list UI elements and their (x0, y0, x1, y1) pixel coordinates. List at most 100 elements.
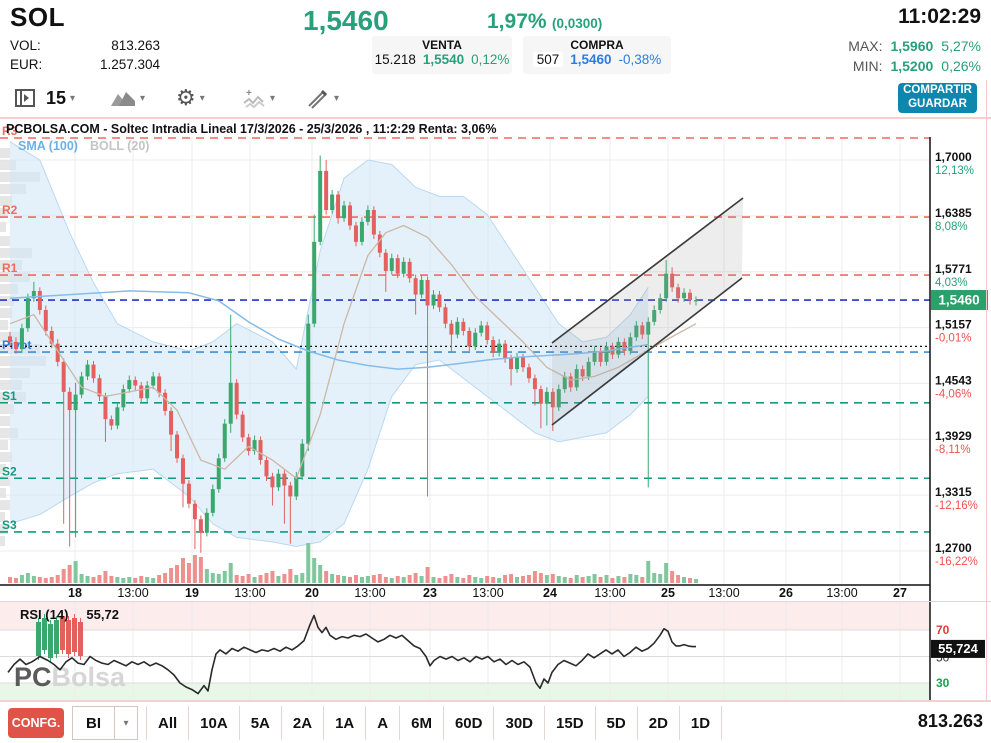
volume-profile-bar (0, 524, 8, 534)
volume-bar (270, 571, 275, 583)
volume-bar (157, 575, 162, 583)
range-button-2d[interactable]: 2D (637, 706, 680, 740)
range-button-10a[interactable]: 10A (189, 706, 240, 740)
config-button[interactable]: CONFG. (8, 708, 64, 738)
volume-bar (192, 555, 197, 583)
range-button-30d[interactable]: 30D (494, 706, 546, 740)
candle-body (574, 369, 579, 388)
time-tick-label: 23 (423, 586, 437, 600)
candle-body (318, 170, 323, 242)
price-tick-label: 1,3315 (935, 485, 972, 499)
svg-text:+: + (246, 88, 252, 99)
candle-body (55, 343, 60, 362)
price-tick-pct: -0,01% (935, 333, 971, 345)
volume-bar (515, 577, 520, 583)
volume-bar (258, 575, 263, 583)
volume-bar (467, 575, 472, 583)
panel-toggle-button[interactable] (14, 84, 36, 112)
settings-button[interactable]: ⚙ ▾ (176, 84, 205, 112)
candle-body (252, 440, 257, 451)
candle-body (216, 458, 221, 490)
candle-body (503, 343, 508, 359)
candle-body (562, 376, 567, 390)
volume-bar (55, 575, 60, 583)
candle-body (485, 325, 490, 341)
rsi-value-badge-label: 55,724 (938, 641, 979, 656)
volume-bar (49, 577, 54, 583)
range-button-5a[interactable]: 5A (239, 706, 282, 740)
volume-bar (348, 577, 353, 583)
time-tick-label: 13:00 (234, 586, 265, 600)
range-button-5d[interactable]: 5D (595, 706, 638, 740)
price-tick-label: 1,4543 (935, 373, 972, 387)
interval-selector[interactable]: 15 ▾ (46, 84, 75, 112)
rsi-oversold-zone (0, 683, 930, 700)
range-button-a[interactable]: A (366, 706, 401, 740)
candle-body (598, 350, 603, 362)
volume-profile-bar (0, 476, 10, 486)
range-button-1a[interactable]: 1A (324, 706, 367, 740)
candle-body (115, 407, 120, 426)
range-button-6m[interactable]: 6M (400, 706, 444, 740)
volume-bar (115, 577, 120, 583)
rsi-chart-canvas[interactable]: PCBolsa70503055,724 (0, 602, 991, 700)
sma100-line (9, 290, 649, 370)
bollinger-lower (9, 359, 649, 548)
candle-body (640, 325, 645, 335)
volume-profile-bar (0, 208, 8, 218)
volume-bar (455, 577, 460, 583)
change-percent: 1,97% (487, 10, 547, 33)
price-tick-pct: -4,06% (935, 388, 971, 400)
range-button-15d[interactable]: 15D (545, 706, 596, 740)
volume-bar (580, 577, 585, 583)
candle-body (25, 298, 30, 329)
pivot-label-r3: R3 (2, 124, 18, 138)
range-button-2a[interactable]: 2A (281, 706, 325, 740)
volume-bar (359, 577, 364, 583)
volume-bar (169, 568, 174, 583)
candle-body (568, 376, 573, 388)
volume-bar (688, 578, 693, 583)
range-button-all[interactable]: All (146, 706, 190, 740)
volume-bar (324, 571, 329, 583)
time-tick-label: 13:00 (354, 586, 385, 600)
volume-profile-bar (0, 452, 12, 462)
min-pct: 0,26% (941, 58, 981, 74)
candle-body (682, 292, 687, 299)
candle-body (556, 389, 561, 408)
volume-bar (163, 573, 168, 583)
main-chart-panel: R3R2R1PivotS1S2S31,700012,13%1,63858,08%… (0, 117, 991, 601)
candle-body (282, 473, 287, 486)
volume-bar (479, 578, 484, 583)
volume-bar (449, 574, 454, 583)
chart-type-button[interactable]: ▾ (110, 84, 145, 112)
volume-bar (37, 577, 42, 583)
ask-size: 507 (532, 52, 564, 67)
bid-box: VENTA 15.218 1,5540 0,12% (372, 36, 512, 74)
area-chart-icon (110, 88, 136, 108)
range-button-60d[interactable]: 60D (443, 706, 495, 740)
volume-profile-bar (0, 416, 10, 426)
instrument-select[interactable]: BI ▾ (72, 706, 138, 740)
candle-body (664, 273, 669, 299)
candle-body (151, 376, 156, 386)
candle-body (79, 376, 84, 395)
volume-bar (365, 576, 370, 583)
candle-body (520, 357, 525, 368)
volume-bar (610, 578, 615, 583)
candle-body (8, 336, 12, 342)
draw-tools-button[interactable]: ▾ (306, 84, 339, 112)
time-tick-label: 26 (779, 586, 793, 600)
candle-body (133, 380, 138, 386)
price-tick-label: 1,6385 (935, 206, 972, 220)
range-button-1d[interactable]: 1D (679, 706, 723, 740)
rsi-indicator-label: RSI (14) 55,72 (20, 607, 119, 622)
add-indicator-button[interactable]: + ▾ (242, 84, 275, 112)
price-chart-canvas[interactable]: R3R2R1PivotS1S2S31,700012,13%1,63858,08%… (0, 119, 991, 601)
time-tick-label: 25 (661, 586, 675, 600)
ask-pct: -0,38% (618, 52, 662, 67)
volume-profile-bar (0, 284, 18, 294)
share-save-button[interactable]: COMPARTIR GUARDAR (898, 83, 977, 113)
eur-value: 1.257.304 (99, 57, 160, 72)
volume-bar (175, 565, 180, 583)
